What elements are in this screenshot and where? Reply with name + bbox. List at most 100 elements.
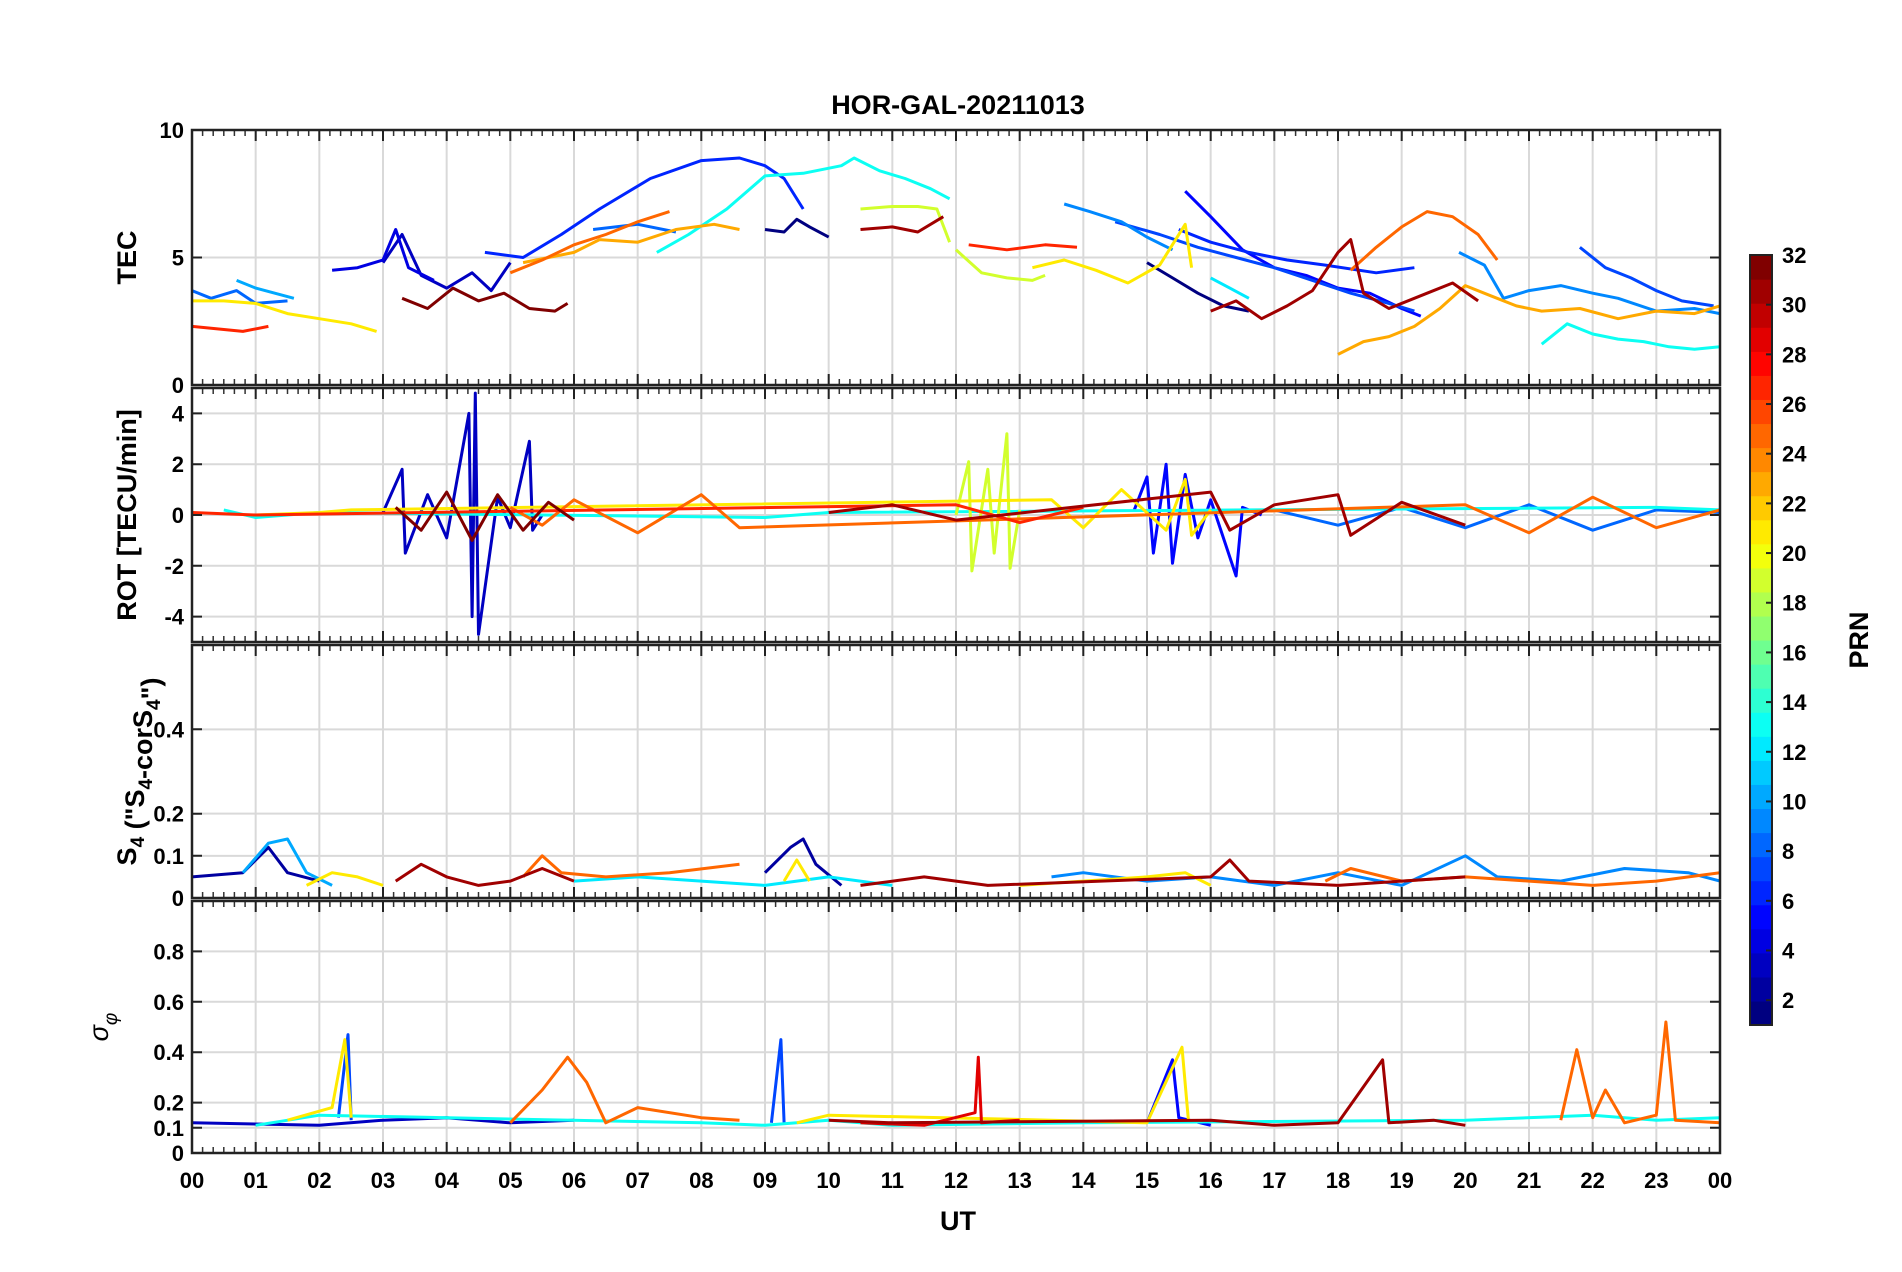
panel-s4: 0 0.1 0.2 0.4S4 ("S4-corS4") [112, 643, 1722, 911]
colorbar-swatch [1750, 567, 1772, 593]
x-axis-label: UT [940, 1206, 976, 1236]
x-tick-label: 08 [689, 1168, 713, 1193]
series-group [192, 156, 1720, 356]
axes-box [190, 643, 1722, 900]
colorbar-swatch [1750, 640, 1772, 665]
x-tick-label: 11 [881, 1168, 904, 1193]
series-line-prn-25 [521, 854, 740, 879]
colorbar-swatch [1750, 591, 1772, 617]
colorbar-swatch [1750, 255, 1772, 280]
series-line-prn-1 [764, 217, 830, 239]
series-line-prn-27 [192, 503, 1084, 525]
series-line-prn-5 [1145, 1058, 1212, 1127]
minor-ticks [201, 645, 1711, 898]
axes-box [190, 899, 1722, 1155]
colorbar-swatch [1750, 423, 1772, 449]
colorbar-swatch [1750, 952, 1772, 978]
colorbar-tick-label: 4 [1782, 938, 1795, 963]
x-tick-label: 06 [562, 1168, 586, 1193]
y-tick-label: 0 [172, 1141, 184, 1166]
colorbar-tick-label: 32 [1782, 243, 1806, 268]
series-line-prn-7 [1578, 246, 1714, 308]
panel-tec: 0 5 10 TEC [112, 118, 1722, 398]
series-line-prn-25 [509, 210, 670, 275]
y-tick-label: 2 [172, 452, 184, 477]
colorbar-swatch [1750, 808, 1772, 834]
colorbar-swatch [1750, 471, 1772, 497]
colorbar-tick-label: 14 [1782, 690, 1807, 715]
series-group [192, 391, 1720, 636]
series-line-prn-12 [573, 875, 893, 887]
colorbar-tick-label: 6 [1782, 889, 1794, 914]
colorbar-swatch [1750, 351, 1772, 376]
series-line-prn-21 [192, 299, 378, 333]
x-tick-label: 17 [1262, 1168, 1286, 1193]
series-line-prn-23 [1337, 284, 1720, 356]
x-tick-label: 14 [1071, 1168, 1096, 1193]
colorbar-swatch [1750, 760, 1772, 785]
x-tick-label: 03 [371, 1168, 395, 1193]
y-tick-label: 0.4 [153, 717, 184, 742]
colorbar-tick-label: 8 [1782, 839, 1794, 864]
y-axis-label: σφ [84, 1013, 122, 1042]
colorbar-swatch [1750, 712, 1772, 737]
series-line-prn-19 [954, 248, 1046, 282]
axes-box [190, 386, 1722, 644]
colorbar-swatch [1750, 447, 1772, 473]
series-line-prn-21 [782, 858, 811, 882]
colorbar-tick-label: 22 [1782, 491, 1806, 516]
minor-ticks [201, 388, 1711, 642]
x-tick-label: 21 [1517, 1168, 1541, 1193]
x-tick-label: 16 [1198, 1168, 1222, 1193]
x-tick-label: 12 [944, 1168, 968, 1193]
y-axis-label: S4 ("S4-corS4") [112, 678, 166, 866]
x-tick-label: 23 [1644, 1168, 1668, 1193]
series-line-prn-31 [394, 862, 575, 887]
series-line-prn-13 [656, 156, 951, 254]
colorbar-tick-label: 26 [1782, 392, 1806, 417]
x-tick-label: 00 [180, 1168, 204, 1193]
series-line-prn-31 [828, 490, 1466, 537]
series-line-prn-10 [236, 279, 295, 300]
x-tick-label: 09 [753, 1168, 777, 1193]
series-line-prn-32 [401, 286, 569, 313]
series-line-prn-25 [509, 493, 1720, 535]
colorbar-swatch [1750, 1000, 1772, 1026]
x-tick-label: 07 [625, 1168, 649, 1193]
y-tick-label: 5 [172, 246, 184, 271]
colorbar-swatch [1750, 784, 1772, 810]
y-tick-label: 0.6 [153, 990, 184, 1015]
y-tick-label: 0.8 [153, 939, 184, 964]
y-tick-label: 4 [172, 401, 185, 426]
series-line-prn-8 [1273, 503, 1720, 532]
series-line-prn-3 [381, 233, 512, 293]
series-line-prn-21 [305, 871, 384, 887]
series-line-prn-6 [484, 156, 805, 259]
axes-box [190, 128, 1722, 387]
colorbar-swatch [1750, 928, 1772, 954]
y-tick-label: -2 [164, 554, 184, 579]
colorbar-label: PRN [1844, 611, 1874, 668]
series-line-prn-3 [381, 391, 544, 636]
colorbar-tick-label: 28 [1782, 342, 1806, 367]
series-line-prn-19 [860, 205, 952, 243]
y-tick-label: 10 [160, 118, 184, 143]
minor-ticks [201, 130, 1711, 385]
series-line-prn-25 [1349, 210, 1499, 272]
y-axis-label: ROT [TECU/min] [112, 409, 142, 620]
colorbar-swatch [1750, 664, 1772, 689]
x-tick-label: 22 [1580, 1168, 1604, 1193]
colorbar-swatch [1750, 327, 1772, 352]
colorbar-swatch [1750, 495, 1772, 521]
series-line-prn-31 [860, 215, 945, 234]
series-line-prn-21 [796, 1045, 1190, 1125]
colorbar-tick-label: 12 [1782, 740, 1806, 765]
colorbar-tick-label: 30 [1782, 293, 1806, 318]
x-tick-label: 01 [243, 1168, 267, 1193]
x-tick-label: 18 [1326, 1168, 1350, 1193]
colorbar-swatch [1750, 303, 1772, 328]
colorbar-swatch [1750, 279, 1772, 304]
colorbar-swatch [1750, 880, 1772, 906]
colorbar-swatch [1750, 976, 1772, 1002]
